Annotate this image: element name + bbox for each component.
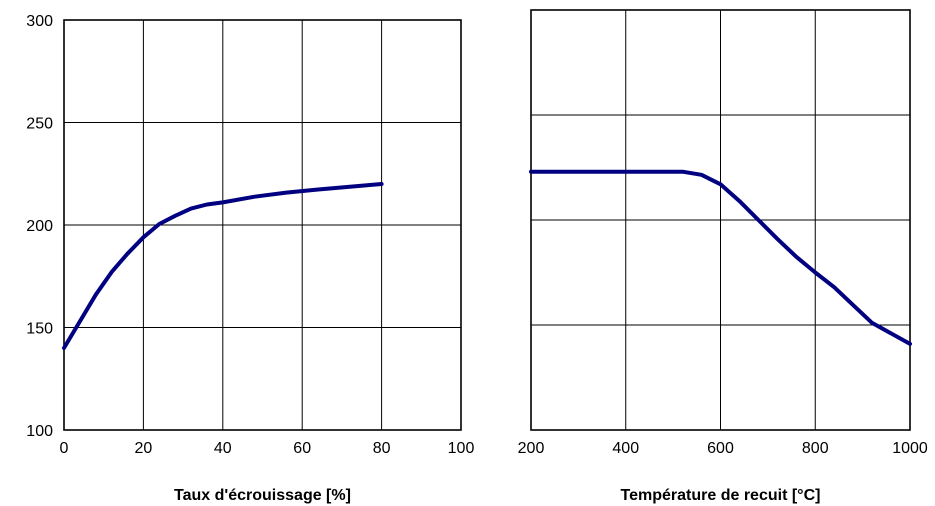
x-tick-label: 600 <box>707 440 734 457</box>
x-tick-label: 800 <box>802 440 829 457</box>
y-tick-label: 250 <box>26 116 53 133</box>
x-tick-label: 40 <box>214 440 232 457</box>
x-tick-label: 100 <box>448 440 475 457</box>
x-axis-title: Taux d'écrouissage [%] <box>174 487 351 504</box>
x-tick-label: 60 <box>293 440 311 457</box>
x-tick-label: 0 <box>60 440 69 457</box>
x-tick-label: 200 <box>518 440 545 457</box>
x-axis-title: Température de recuit [°C] <box>621 487 821 504</box>
plot-frame <box>530 9 911 431</box>
x-tick-label: 1000 <box>892 440 928 457</box>
x-tick-label: 400 <box>612 440 639 457</box>
chart-left-strain-hardening: 0 20 40 60 80 100 100 150 200 250 300 Taux d'écroui… <box>26 13 474 504</box>
series-line <box>62 182 384 350</box>
chart-right-annealing-temperature: 200 400 600 800 1000 Température de recuit [°… <box>518 9 928 504</box>
y-tick-label: 300 <box>26 13 53 30</box>
plot-frame <box>63 19 462 431</box>
x-tick-label: 20 <box>135 440 153 457</box>
y-tick-label: 200 <box>26 218 53 235</box>
y-tick-label: 150 <box>26 321 53 338</box>
y-tick-label: 100 <box>26 423 53 440</box>
x-tick-label: 80 <box>373 440 391 457</box>
